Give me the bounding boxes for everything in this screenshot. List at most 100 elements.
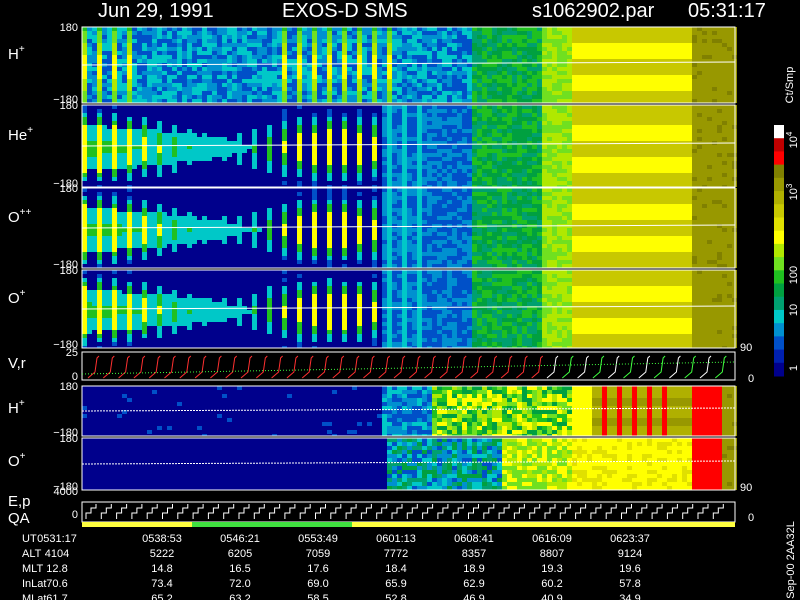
- spectrogram-cell: [142, 71, 147, 75]
- spectrogram-cell: [162, 31, 167, 35]
- spectrogram-cell: [317, 59, 322, 63]
- spectrogram-cell: [272, 181, 277, 185]
- spectrogram-cell: [242, 75, 247, 79]
- spectrogram-cell: [657, 125, 662, 129]
- spectrogram-cell: [437, 83, 442, 87]
- spectrogram-cell: [537, 35, 542, 39]
- spectrogram-cell: [212, 47, 217, 51]
- spectrogram-cell: [457, 43, 462, 47]
- spectrogram-cell: [152, 55, 157, 59]
- spectrogram-cell: [447, 125, 452, 129]
- spectrogram-cell: [482, 55, 487, 59]
- spectrogram-cell: [442, 39, 447, 43]
- spectrogram-cell: [617, 35, 622, 39]
- spectrogram-cell: [652, 27, 657, 31]
- spectrogram-cell: [127, 113, 132, 117]
- spectrogram-cell: [247, 161, 252, 165]
- spectrogram-cell: [102, 43, 107, 47]
- spectrogram-cell: [327, 91, 332, 95]
- spectrogram-cell: [637, 31, 642, 35]
- spectrogram-cell: [682, 87, 687, 91]
- spectrogram-cell: [327, 161, 332, 165]
- spectrogram-cell: [632, 121, 637, 125]
- spectrogram-cell: [272, 99, 277, 103]
- spectrogram-cell: [187, 87, 192, 91]
- spectrogram-cell: [197, 95, 202, 99]
- spectrogram-cell: [252, 173, 257, 177]
- spectrogram-cell: [457, 161, 462, 165]
- spectrogram-cell: [237, 83, 242, 87]
- spectrogram-cell: [722, 55, 727, 59]
- spectrogram-cell: [572, 181, 577, 185]
- spectrogram-cell: [167, 67, 172, 71]
- spectrogram-cell: [197, 83, 202, 87]
- spectrogram-cell: [387, 137, 392, 141]
- spectrogram-cell: [297, 173, 302, 177]
- spectrogram-cell: [572, 161, 577, 165]
- spectrogram-cell: [612, 59, 617, 63]
- spectrogram-cell: [267, 165, 272, 169]
- spectrogram-cell: [542, 67, 547, 71]
- spectrogram-cell: [322, 105, 327, 109]
- spectrogram-cell: [257, 121, 262, 125]
- spectrogram-cell: [522, 145, 527, 149]
- spectrogram-cell: [567, 113, 572, 117]
- spectrogram-cell: [697, 75, 702, 79]
- spectrogram-cell: [307, 141, 312, 145]
- spectrogram-cell: [297, 137, 302, 141]
- spectrogram-cell: [427, 63, 432, 67]
- spectrogram-cell: [607, 185, 612, 187]
- spectrogram-cell: [547, 87, 552, 91]
- spectrogram-cell: [232, 39, 237, 43]
- spectrogram-cell: [317, 63, 322, 67]
- spectrogram-cell: [212, 173, 217, 177]
- spectrogram-cell: [347, 95, 352, 99]
- spectrogram-cell: [377, 67, 382, 71]
- spectrogram-cell: [632, 31, 637, 35]
- spectrogram-cell: [192, 185, 197, 187]
- spectrogram-cell: [337, 165, 342, 169]
- spectrogram-cell: [227, 165, 232, 169]
- spectrogram-cell: [557, 67, 562, 71]
- spectrogram-cell: [397, 117, 402, 121]
- spectrogram-cell: [232, 161, 237, 165]
- spectrogram-cell: [322, 145, 327, 149]
- spectrogram-cell: [707, 79, 712, 83]
- spectrogram-cell: [172, 129, 177, 133]
- spectrogram-cell: [172, 51, 177, 55]
- spectrogram-cell: [207, 79, 212, 83]
- spectrogram-cell: [132, 39, 137, 43]
- spectrogram-cell: [347, 79, 352, 83]
- spectrogram-cell: [92, 83, 97, 87]
- spectrogram-cell: [642, 137, 647, 141]
- spectrogram-cell: [287, 83, 292, 87]
- spectrogram-cell: [337, 169, 342, 173]
- spectrogram-cell: [307, 117, 312, 121]
- spectrogram-cell: [562, 105, 567, 109]
- spectrogram-cell: [427, 133, 432, 137]
- spectrogram-cell: [342, 55, 347, 59]
- spectrogram-cell: [242, 99, 247, 103]
- spectrogram-cell: [247, 75, 252, 79]
- spectrogram-cell: [412, 173, 417, 177]
- spectrogram-cell: [442, 55, 447, 59]
- spectrogram-cell: [507, 177, 512, 181]
- spectrogram-cell: [592, 83, 597, 87]
- spectrogram-cell: [152, 177, 157, 181]
- spectrogram-cell: [422, 129, 427, 133]
- spectrogram-cell: [487, 109, 492, 113]
- spectrogram-cell: [382, 157, 387, 161]
- spectrogram-cell: [387, 157, 392, 161]
- spectrogram-cell: [672, 169, 677, 173]
- spectrogram-cell: [562, 51, 567, 55]
- spectrogram-cell: [352, 75, 357, 79]
- spectrogram-cell: [117, 91, 122, 95]
- spectrogram-cell: [222, 79, 227, 83]
- spectrogram-cell: [432, 113, 437, 117]
- spectrogram-cell: [417, 173, 422, 177]
- spectrogram-cell: [177, 31, 182, 35]
- spectrogram-cell: [252, 141, 257, 145]
- spectrogram-cell: [597, 79, 602, 83]
- spectrogram-cell: [547, 27, 552, 31]
- spectrogram-cell: [347, 149, 352, 153]
